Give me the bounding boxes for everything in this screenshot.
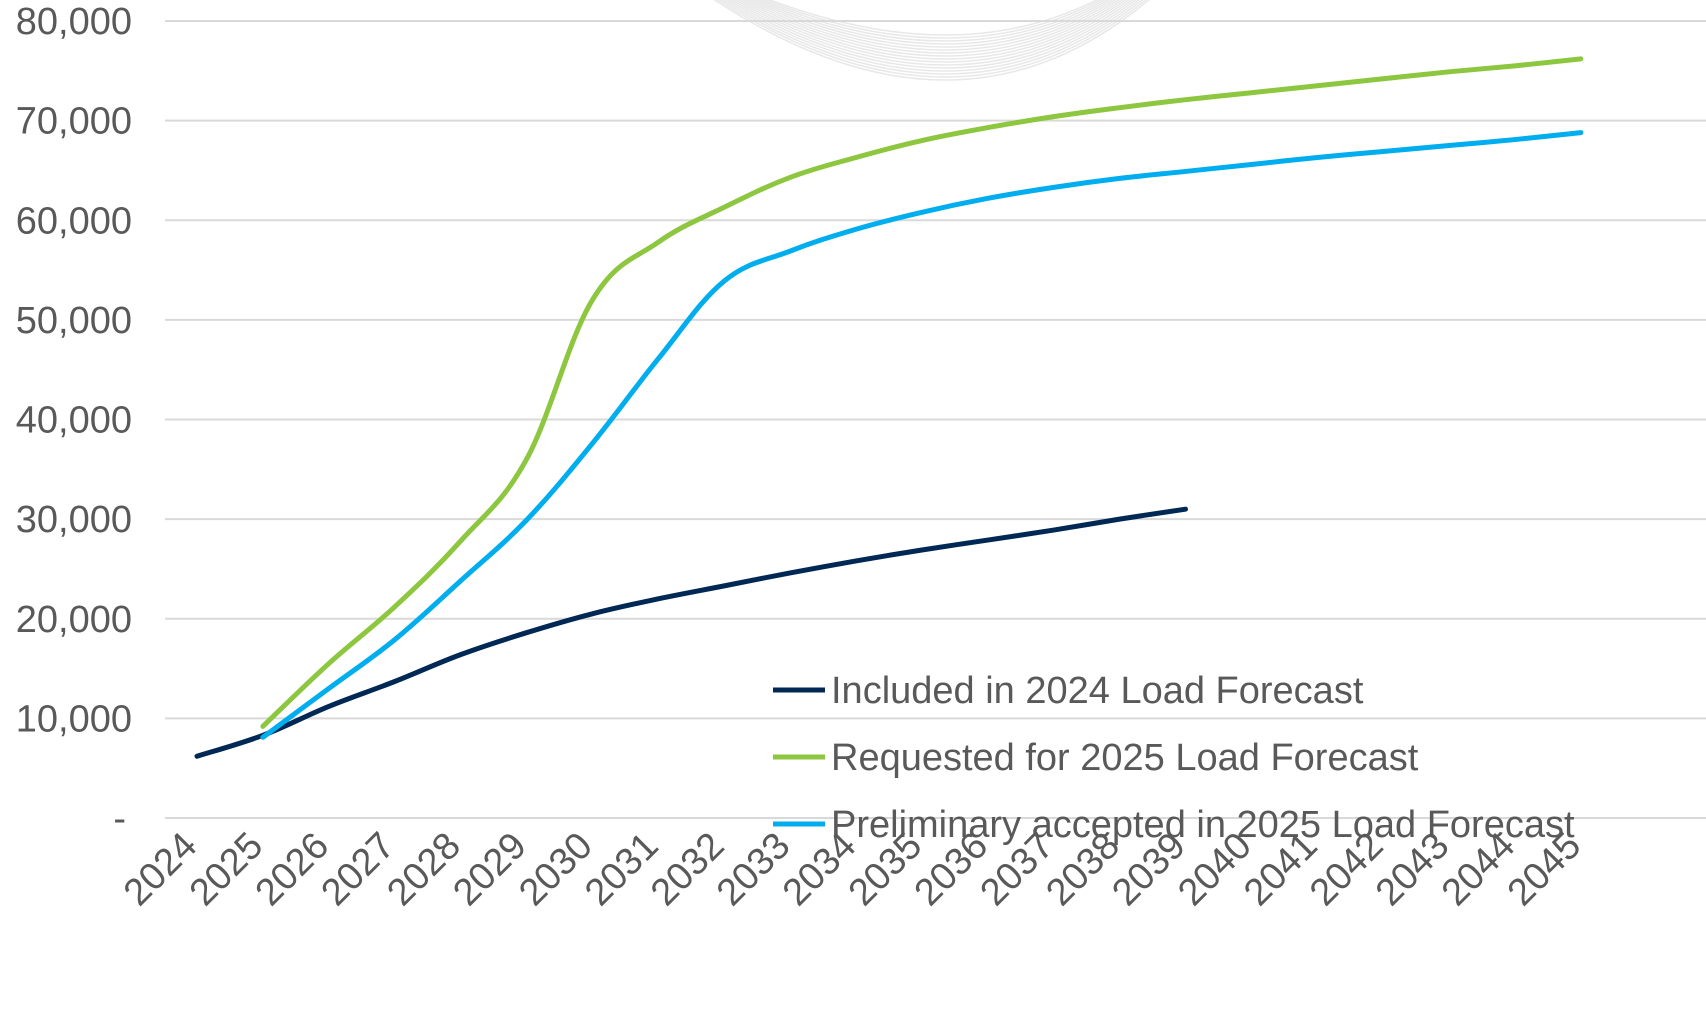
y-tick-label: 80,000 bbox=[16, 1, 132, 43]
series-line-3 bbox=[260, 130, 1584, 740]
y-tick-label: 10,000 bbox=[16, 698, 132, 740]
legend: Included in 2024 Load Forecast Requested … bbox=[773, 670, 1575, 846]
y-tick-label: - bbox=[113, 798, 126, 840]
watermark-arc bbox=[716, 0, 1147, 78]
x-tick-label: 2027 bbox=[314, 825, 403, 914]
y-tick-label: 70,000 bbox=[16, 101, 132, 143]
series-line-2 bbox=[260, 56, 1584, 729]
y-axis-ticks: - 10,000 20,000 30,000 40,000 50,000 60,000 70,… bbox=[16, 1, 132, 840]
x-tick-label: 2024 bbox=[116, 825, 205, 914]
x-tick-label: 2028 bbox=[379, 825, 468, 914]
x-tick-label: 2031 bbox=[577, 825, 666, 914]
x-tick-label: 2025 bbox=[182, 825, 271, 914]
legend-label: Requested for 2025 Load Forecast bbox=[831, 737, 1419, 779]
y-tick-label: 20,000 bbox=[16, 599, 132, 641]
watermark-arc bbox=[759, 0, 1106, 42]
series-line-1 bbox=[194, 506, 1188, 759]
watermark-arc bbox=[723, 0, 1140, 72]
x-tick-label: 2033 bbox=[709, 825, 798, 914]
x-tick-label: 2032 bbox=[643, 825, 732, 914]
series-lines bbox=[194, 56, 1584, 759]
y-tick-label: 60,000 bbox=[16, 200, 132, 242]
watermark-arc bbox=[720, 0, 1144, 75]
watermark-arc bbox=[768, 0, 1099, 36]
watermark-arc bbox=[730, 0, 1134, 66]
x-tick-label: 2026 bbox=[248, 825, 337, 914]
watermark-arc bbox=[763, 0, 1102, 39]
y-tick-label: 50,000 bbox=[16, 300, 132, 342]
legend-label: Included in 2024 Load Forecast bbox=[831, 670, 1364, 712]
watermark-arc bbox=[737, 0, 1127, 60]
watermark-arc bbox=[727, 0, 1137, 69]
legend-label: Preliminary accepted in 2025 Load Foreca… bbox=[831, 804, 1575, 846]
y-tick-label: 30,000 bbox=[16, 499, 132, 541]
watermark-arc bbox=[752, 0, 1113, 48]
watermark-arc bbox=[733, 0, 1130, 63]
background-watermark bbox=[713, 0, 1150, 81]
watermark-arc bbox=[713, 0, 1150, 81]
x-tick-label: 2030 bbox=[511, 825, 600, 914]
y-tick-label: 40,000 bbox=[16, 400, 132, 442]
x-tick-label: 2029 bbox=[445, 825, 534, 914]
watermark-arc bbox=[744, 0, 1120, 54]
watermark-arc bbox=[755, 0, 1110, 45]
watermark-arc bbox=[748, 0, 1117, 51]
